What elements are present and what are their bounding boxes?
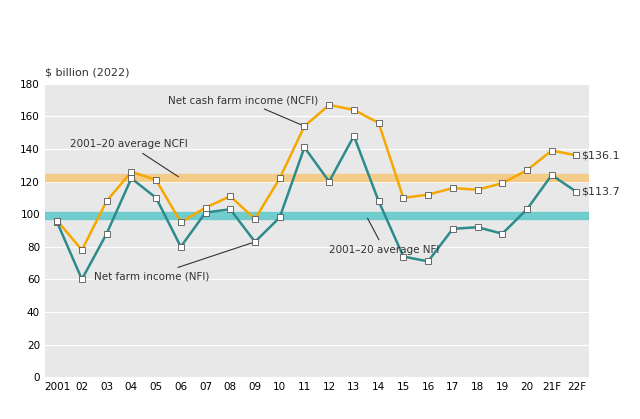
Text: Net cash farm income (NCFI): Net cash farm income (NCFI) xyxy=(168,95,319,125)
Text: 2001–22F: 2001–22F xyxy=(8,54,79,67)
Text: U.S. net farm income and net cash farm income, inflation adjusted,: U.S. net farm income and net cash farm i… xyxy=(8,24,513,37)
Text: $113.7: $113.7 xyxy=(581,187,620,197)
Text: $136.1: $136.1 xyxy=(581,150,620,160)
Text: 2001–20 average NFI: 2001–20 average NFI xyxy=(329,218,440,255)
Text: 2001–20 average NCFI: 2001–20 average NCFI xyxy=(70,139,188,177)
Text: $ billion (2022): $ billion (2022) xyxy=(45,67,129,78)
Text: Net farm income (NFI): Net farm income (NFI) xyxy=(94,243,252,281)
